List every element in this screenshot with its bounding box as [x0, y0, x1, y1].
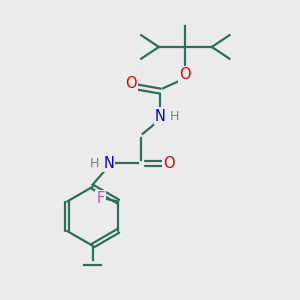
- Text: H: H: [90, 157, 99, 170]
- Text: N: N: [155, 109, 166, 124]
- Text: N: N: [103, 156, 114, 171]
- Text: O: O: [179, 68, 191, 82]
- Text: H: H: [170, 110, 179, 123]
- Text: O: O: [125, 76, 137, 91]
- Text: O: O: [163, 156, 175, 171]
- Text: F: F: [96, 191, 104, 206]
